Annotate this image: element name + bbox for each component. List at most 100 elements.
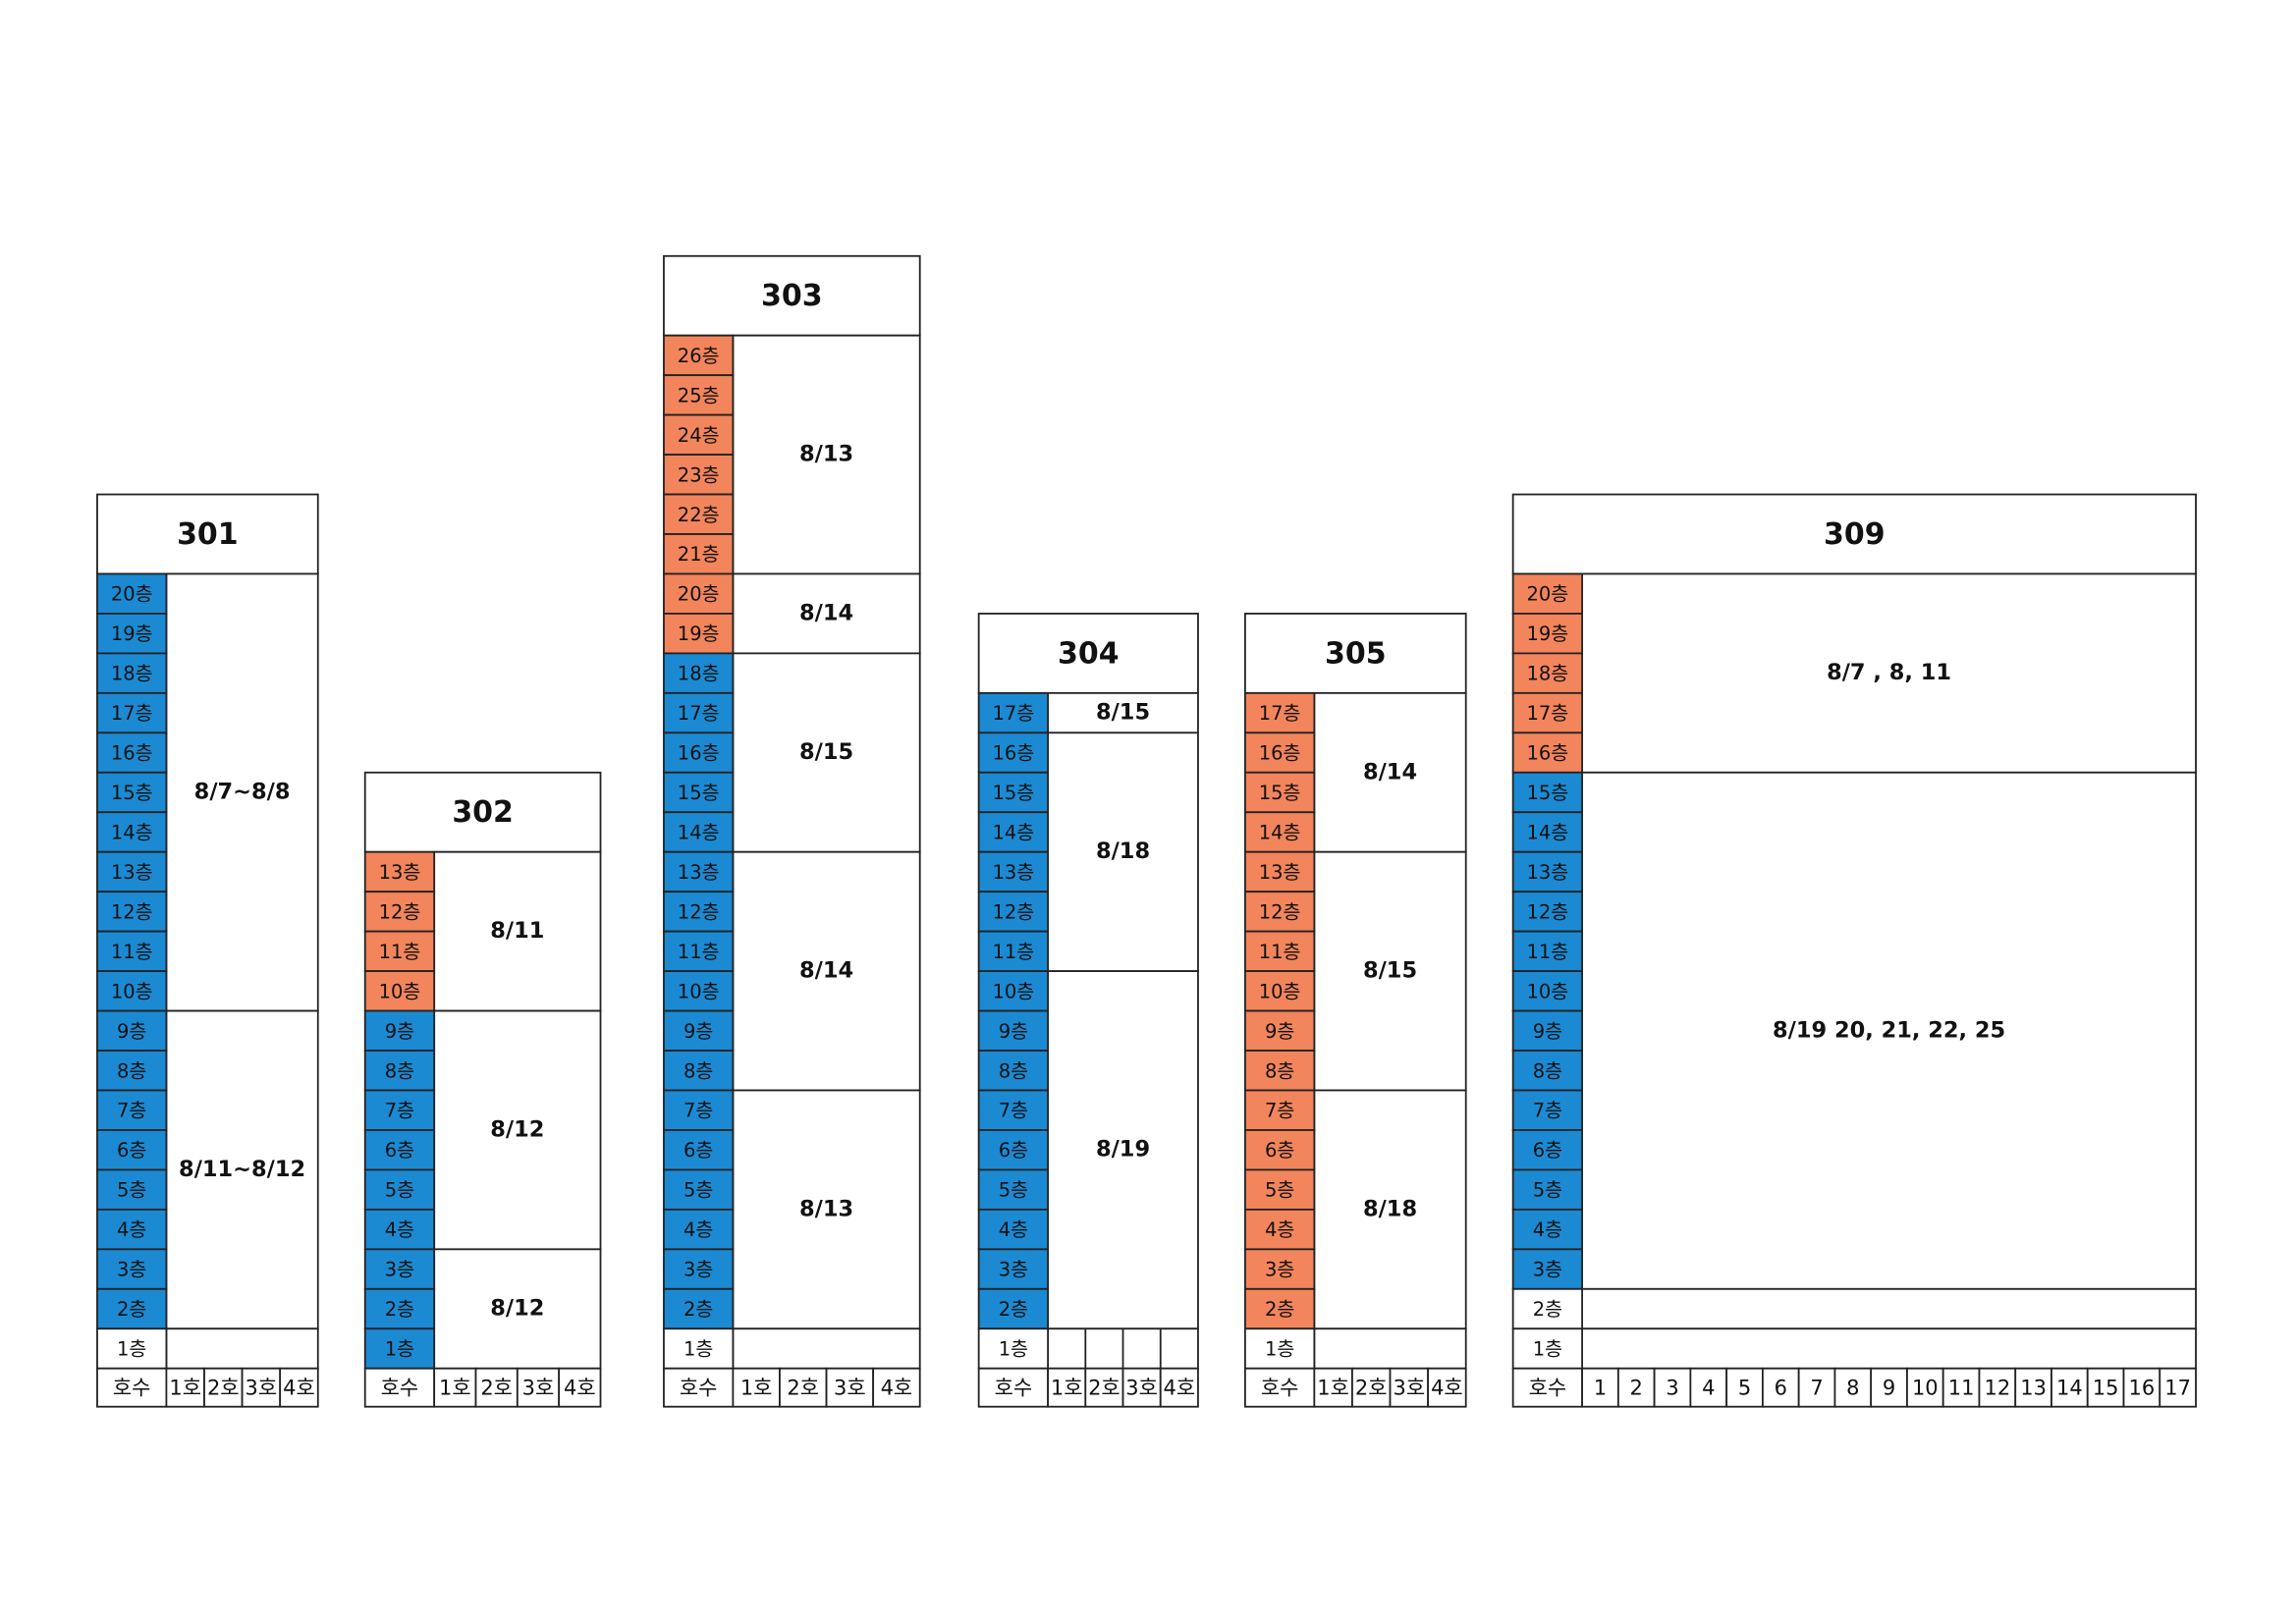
floor-label: 17층 [1527, 702, 1569, 725]
floor-cell [1511, 691, 1583, 734]
floor-cell [663, 413, 735, 456]
floor-cell [1244, 771, 1316, 814]
date-label: 8/13 [799, 442, 853, 467]
floor-label: 18층 [111, 663, 153, 685]
floor-label: 16층 [678, 742, 720, 765]
floor-label: 1층 [1265, 1338, 1294, 1361]
floor-label: 2층 [683, 1298, 713, 1321]
floor-label: 10층 [111, 980, 153, 1002]
floor-label: 16층 [993, 742, 1035, 765]
date-block [1047, 731, 1199, 973]
floor-label: 3층 [1533, 1259, 1562, 1281]
unit-label: 4호 [1164, 1377, 1196, 1400]
unit-label: 14 [2056, 1377, 2083, 1400]
date-block [732, 850, 921, 1092]
floor-label: 3층 [385, 1259, 414, 1281]
floor-cell [96, 1327, 168, 1370]
floor-label: 5층 [385, 1179, 414, 1202]
floor-label: 25층 [678, 384, 720, 406]
floor-label: 13층 [111, 861, 153, 884]
floor-label: 4층 [117, 1218, 146, 1241]
unit-cell [779, 1367, 828, 1408]
floor-label: 7층 [1265, 1100, 1294, 1122]
floor-cell [1244, 1009, 1316, 1052]
floor-cell [96, 771, 168, 814]
unit-label: 2 [1630, 1377, 1643, 1400]
floor-cell [363, 1248, 436, 1290]
building-title-box [1511, 493, 2197, 575]
floor-label: 11층 [678, 941, 720, 963]
date-label: 8/14 [799, 958, 853, 984]
floor-cell [977, 1327, 1049, 1370]
floor-label: 8층 [385, 1059, 414, 1082]
unit-label: 2호 [480, 1377, 513, 1400]
floor-cell [1511, 1208, 1583, 1251]
date-label: 8/19 20, 21, 22, 25 [1773, 1017, 2005, 1043]
date-label: 8/7 , 8, 11 [1827, 660, 1951, 685]
floor-label: 10층 [1259, 980, 1301, 1002]
floor-label: 6층 [683, 1139, 713, 1162]
date-label: 8/18 [1363, 1196, 1417, 1221]
unit-label: 17 [2164, 1377, 2191, 1400]
floor-label: 19층 [111, 622, 153, 645]
unit-header: 호수 [381, 1377, 419, 1400]
unit-cell [2086, 1367, 2125, 1408]
floor-label: 15층 [993, 782, 1035, 804]
unit-label: 2호 [207, 1377, 240, 1400]
floor-cell [363, 930, 436, 973]
floor-cell [96, 1168, 168, 1211]
floor-cell [363, 1327, 436, 1370]
floor-label: 5층 [999, 1179, 1028, 1202]
unit-label: 5 [1738, 1377, 1751, 1400]
floor-label: 2층 [385, 1298, 414, 1321]
floor-cell [96, 613, 168, 655]
floor-label: 1층 [1533, 1338, 1562, 1361]
floor-label: 10층 [379, 980, 421, 1002]
floor-label: 9층 [385, 1020, 414, 1043]
floor-label: 23층 [678, 463, 720, 486]
unit-label: 4 [1702, 1377, 1715, 1400]
floor-cell [1511, 613, 1583, 655]
floor-cell [1511, 731, 1583, 774]
unit-label: 7 [1810, 1377, 1823, 1400]
unit-label: 3호 [246, 1377, 278, 1400]
date-block [433, 1009, 602, 1251]
floor-label: 7층 [999, 1100, 1028, 1122]
date-block [1581, 1327, 2197, 1370]
building-title-box [1244, 613, 1467, 694]
floor-label: 2층 [117, 1298, 146, 1321]
date-label: 8/12 [490, 1116, 544, 1142]
floor-label: 5층 [117, 1179, 146, 1202]
floor-label: 1층 [117, 1338, 146, 1361]
floor-label: 24층 [678, 424, 720, 447]
floor-label: 19층 [678, 622, 720, 645]
building-title-box [363, 771, 602, 853]
floor-label: 7층 [117, 1100, 146, 1122]
unit-header: 호수 [113, 1377, 151, 1400]
unit-cell [1616, 1367, 1656, 1408]
unit-cell [241, 1367, 282, 1408]
floor-label: 7층 [683, 1100, 713, 1122]
floor-cell [96, 1287, 168, 1330]
floor-label: 16층 [111, 742, 153, 765]
floor-label: 14층 [111, 821, 153, 843]
floor-label: 10층 [1527, 980, 1569, 1002]
floor-label: 13층 [993, 861, 1035, 884]
unit-label: 2호 [1088, 1377, 1121, 1400]
floor-label: 3층 [999, 1259, 1028, 1281]
floor-label: 10층 [678, 980, 720, 1002]
floor-label: 16층 [1259, 742, 1301, 765]
floor-label: 1층 [683, 1338, 713, 1361]
floor-label: 12층 [379, 900, 421, 923]
floor-label: 20층 [678, 583, 720, 606]
floor-cell [1244, 850, 1316, 893]
floor-label: 20층 [1527, 583, 1569, 606]
date-block [732, 652, 921, 853]
floor-cell [363, 1009, 436, 1052]
unit-cell [279, 1367, 319, 1408]
unit-cell [433, 1367, 477, 1408]
floor-cell [977, 1248, 1049, 1290]
floor-label: 4층 [683, 1218, 713, 1241]
floor-cell [96, 930, 168, 973]
